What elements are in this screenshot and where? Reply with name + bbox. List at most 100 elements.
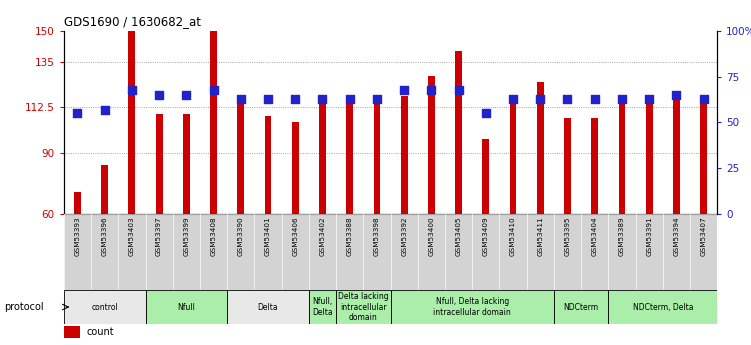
Text: Nfull: Nfull xyxy=(177,303,195,312)
Bar xyxy=(391,290,554,324)
Point xyxy=(562,96,574,101)
Text: GSM53405: GSM53405 xyxy=(456,216,462,256)
Point xyxy=(453,87,465,92)
Bar xyxy=(418,214,445,290)
Bar xyxy=(292,122,299,214)
Point xyxy=(153,92,165,98)
Point xyxy=(507,96,519,101)
Bar xyxy=(662,214,690,290)
Text: control: control xyxy=(92,303,118,312)
Bar xyxy=(537,82,544,214)
Point xyxy=(425,87,437,92)
Text: GSM53402: GSM53402 xyxy=(319,216,325,256)
Point xyxy=(180,92,192,98)
Text: GSM53398: GSM53398 xyxy=(374,216,380,256)
Text: GSM53399: GSM53399 xyxy=(183,216,189,256)
Bar xyxy=(646,96,653,214)
Bar xyxy=(64,326,80,338)
Bar xyxy=(282,214,309,290)
Bar xyxy=(482,139,489,214)
Bar xyxy=(227,214,255,290)
Text: GSM53404: GSM53404 xyxy=(592,216,598,256)
Bar xyxy=(455,51,462,214)
Text: count: count xyxy=(86,327,114,337)
Text: GSM53408: GSM53408 xyxy=(210,216,216,256)
Bar xyxy=(401,96,408,214)
Bar xyxy=(319,102,326,214)
Text: GSM53410: GSM53410 xyxy=(510,216,516,256)
Text: GSM53394: GSM53394 xyxy=(674,216,680,256)
Bar xyxy=(581,214,608,290)
Point xyxy=(262,96,274,101)
Bar xyxy=(119,214,146,290)
Point xyxy=(616,96,628,101)
Text: GSM53396: GSM53396 xyxy=(101,216,107,256)
Bar xyxy=(373,96,380,214)
Bar xyxy=(210,31,217,214)
Bar xyxy=(91,214,119,290)
Text: GSM53411: GSM53411 xyxy=(537,216,543,256)
Text: NDCterm: NDCterm xyxy=(563,303,599,312)
Bar xyxy=(619,102,626,214)
Text: NDCterm, Delta: NDCterm, Delta xyxy=(632,303,693,312)
Text: GSM53392: GSM53392 xyxy=(401,216,407,256)
Point xyxy=(98,107,110,112)
Point xyxy=(643,96,655,101)
Bar xyxy=(673,96,680,214)
Point xyxy=(534,96,546,101)
Text: Nfull,
Delta: Nfull, Delta xyxy=(312,297,333,317)
Text: GSM53391: GSM53391 xyxy=(646,216,652,256)
Bar xyxy=(510,96,517,214)
Bar xyxy=(526,214,554,290)
Point xyxy=(589,96,601,101)
Bar xyxy=(428,76,435,214)
Bar xyxy=(264,116,271,214)
Point xyxy=(480,110,492,116)
Text: GSM53406: GSM53406 xyxy=(292,216,298,256)
Bar xyxy=(346,102,353,214)
Text: GSM53401: GSM53401 xyxy=(265,216,271,256)
Text: GSM53388: GSM53388 xyxy=(347,216,353,256)
Bar xyxy=(363,214,391,290)
Point xyxy=(316,96,328,101)
Text: GSM53390: GSM53390 xyxy=(238,216,244,256)
Text: GSM53393: GSM53393 xyxy=(74,216,80,256)
Bar xyxy=(146,214,173,290)
Point xyxy=(698,96,710,101)
Text: GSM53395: GSM53395 xyxy=(565,216,571,256)
Bar xyxy=(499,214,526,290)
Text: GSM53403: GSM53403 xyxy=(129,216,135,256)
Bar xyxy=(472,214,499,290)
Bar xyxy=(173,214,200,290)
Text: GSM53400: GSM53400 xyxy=(428,216,434,256)
Bar xyxy=(101,165,108,214)
Bar xyxy=(64,214,91,290)
Bar xyxy=(336,214,363,290)
Bar xyxy=(635,214,662,290)
Bar xyxy=(146,290,227,324)
Point xyxy=(289,96,301,101)
Bar xyxy=(309,214,336,290)
Bar xyxy=(74,191,81,214)
Bar xyxy=(445,214,472,290)
Bar xyxy=(227,290,309,324)
Point xyxy=(126,87,138,92)
Text: GSM53407: GSM53407 xyxy=(701,216,707,256)
Text: protocol: protocol xyxy=(4,302,44,312)
Point xyxy=(235,96,247,101)
Bar xyxy=(554,214,581,290)
Bar xyxy=(255,214,282,290)
Bar xyxy=(608,290,717,324)
Bar xyxy=(608,214,635,290)
Point xyxy=(671,92,683,98)
Bar xyxy=(690,214,717,290)
Text: GSM53389: GSM53389 xyxy=(619,216,625,256)
Bar xyxy=(336,290,391,324)
Bar xyxy=(591,118,598,214)
Bar xyxy=(183,114,190,214)
Bar xyxy=(309,290,336,324)
Point xyxy=(207,87,219,92)
Bar xyxy=(128,31,135,214)
Point xyxy=(371,96,383,101)
Bar xyxy=(200,214,227,290)
